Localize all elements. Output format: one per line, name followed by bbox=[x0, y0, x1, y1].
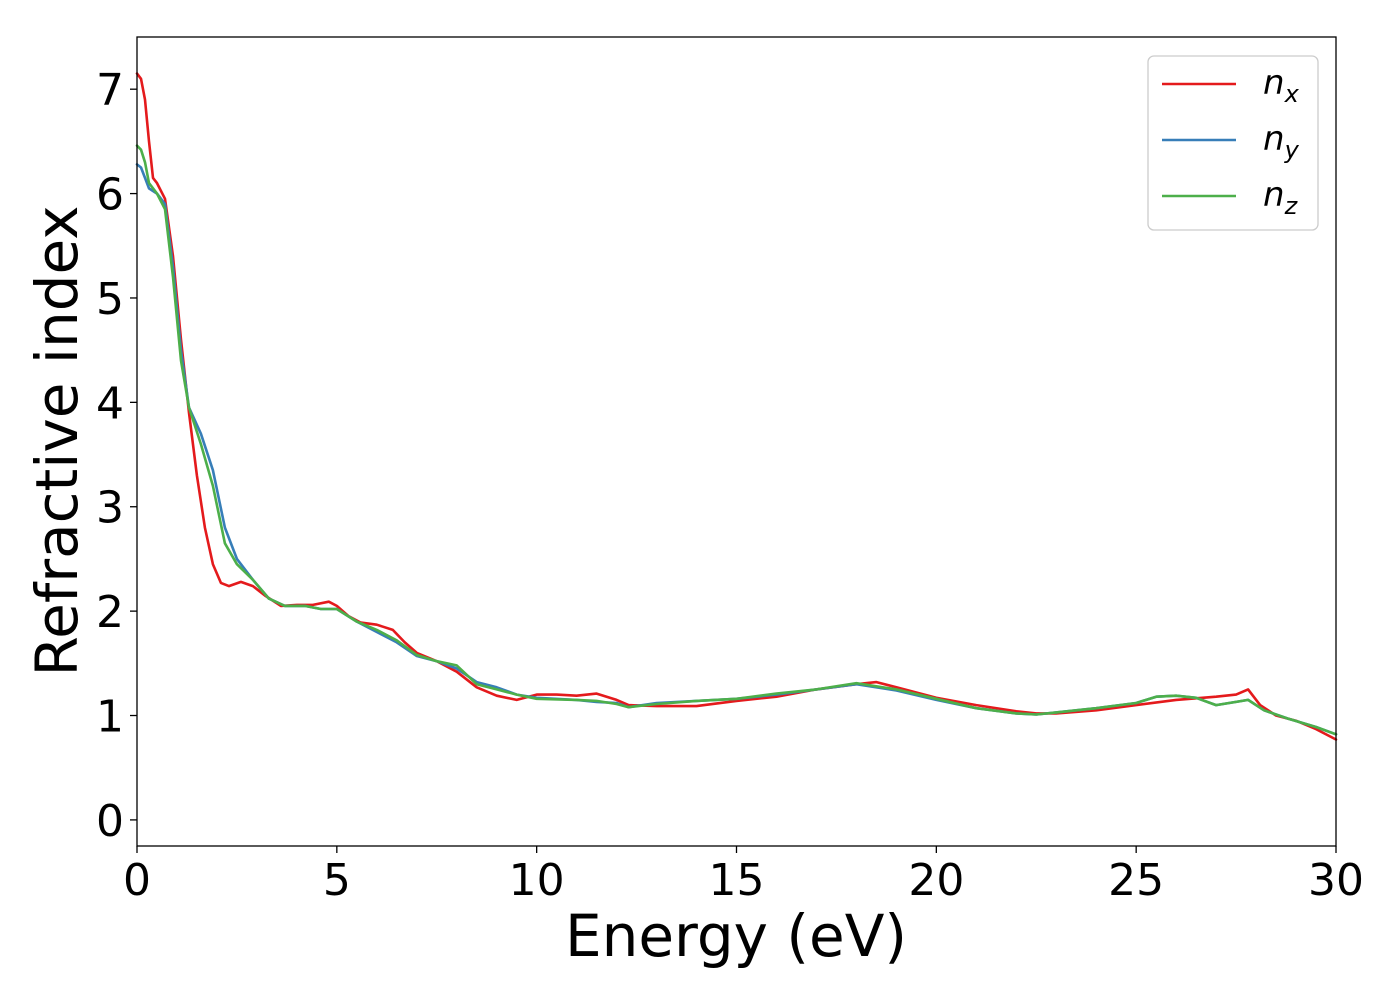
y-tick-label: 0 bbox=[96, 796, 124, 847]
series-line-n-z bbox=[135, 144, 1338, 736]
y-axis-title: Refractive index bbox=[23, 205, 91, 676]
x-tick-label: 30 bbox=[1308, 855, 1364, 906]
y-tick-label: 7 bbox=[96, 65, 124, 116]
series-line-n-y bbox=[135, 163, 1338, 736]
x-tick-label: 20 bbox=[908, 855, 964, 906]
y-tick-label: 1 bbox=[96, 692, 124, 743]
legend-label-base: n bbox=[1263, 175, 1285, 215]
y-tick-label: 3 bbox=[96, 483, 124, 534]
legend-label-subscript: x bbox=[1284, 80, 1300, 108]
legend-box bbox=[1147, 55, 1319, 231]
legend-label-y: ny bbox=[1263, 119, 1300, 164]
legend-label-base: n bbox=[1263, 63, 1285, 103]
legend-label-subscript: y bbox=[1284, 136, 1300, 164]
x-tick-label: 15 bbox=[709, 855, 765, 906]
legend-label-subscript: z bbox=[1284, 192, 1299, 220]
y-tick-label: 6 bbox=[96, 170, 124, 221]
series-layer bbox=[135, 72, 1338, 741]
x-tick-label: 10 bbox=[509, 855, 565, 906]
series-line-n-x bbox=[135, 72, 1338, 741]
x-tick-label: 25 bbox=[1108, 855, 1164, 906]
legend-label-z: nz bbox=[1263, 175, 1299, 220]
y-axis-ticks: 0 1 2 3 4 5 6 7 bbox=[96, 65, 137, 847]
y-tick-label: 4 bbox=[96, 378, 124, 429]
y-tick-label: 5 bbox=[96, 274, 124, 325]
x-axis-ticks: 0 5 10 15 20 25 30 bbox=[123, 846, 1364, 906]
x-tick-label: 0 bbox=[123, 855, 151, 906]
y-tick-label: 2 bbox=[96, 587, 124, 638]
legend-label-x: nx bbox=[1263, 63, 1300, 108]
legend-label-base: n bbox=[1263, 119, 1285, 159]
x-axis-title: Energy (eV) bbox=[565, 902, 907, 970]
x-tick-label: 5 bbox=[323, 855, 351, 906]
